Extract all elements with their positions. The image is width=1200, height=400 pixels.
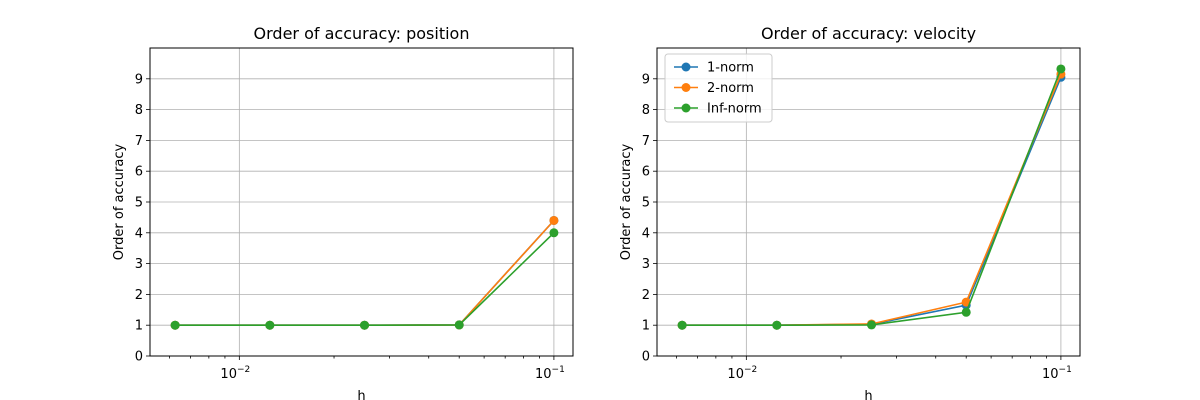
y-tick-label: 7: [642, 134, 650, 149]
x-tick-label-exponent: −1: [552, 365, 565, 375]
series-3: [677, 64, 1066, 330]
data-point: [1056, 64, 1066, 74]
data-point: [549, 228, 559, 238]
data-point: [265, 320, 275, 330]
y-tick-label: 4: [642, 226, 650, 241]
y-tick-label: 0: [642, 350, 650, 365]
y-axis-label: Order of accuracy: [619, 143, 634, 260]
y-tick-label: 7: [135, 134, 143, 149]
x-axis-label: h: [357, 389, 365, 400]
legend-swatch-marker: [681, 103, 691, 113]
legend-item: 1-norm: [674, 61, 754, 76]
y-tick-label: 2: [642, 288, 650, 303]
x-tick-label: 10−1: [535, 365, 565, 382]
data-point: [677, 320, 687, 330]
chart-title: Order of accuracy: velocity: [761, 24, 976, 43]
y-tick-label: 1: [135, 319, 143, 334]
y-tick-label: 6: [642, 165, 650, 180]
x-tick-label-base: 10: [727, 367, 744, 382]
legend-item: 2-norm: [674, 81, 754, 96]
series-3: [170, 228, 559, 330]
x-tick-label-base: 10: [1042, 367, 1059, 382]
data-point: [961, 307, 971, 317]
y-axis-label: Order of accuracy: [112, 143, 127, 260]
x-tick-label-exponent: −1: [1059, 365, 1072, 375]
data-point: [170, 320, 180, 330]
legend-label: Inf-norm: [707, 102, 762, 117]
x-tick-label-exponent: −2: [744, 365, 757, 375]
data-point: [549, 215, 559, 225]
y-tick-label: 5: [642, 196, 650, 211]
chart-title: Order of accuracy: position: [254, 24, 470, 43]
y-tick-label: 6: [135, 165, 143, 180]
y-tick-label: 4: [135, 226, 143, 241]
legend-item: Inf-norm: [674, 102, 762, 117]
y-tick-label: 3: [642, 257, 650, 272]
y-tick-label: 8: [642, 103, 650, 118]
data-point: [454, 320, 464, 330]
legend: 1-norm 2-norm Inf-norm: [664, 53, 773, 123]
legend-label: 2-norm: [707, 81, 754, 96]
y-tick-label: 5: [135, 196, 143, 211]
x-tick-label-base: 10: [220, 367, 237, 382]
axes-frame: [149, 47, 574, 357]
legend-label: 1-norm: [707, 61, 754, 76]
x-tick-label: 10−2: [220, 365, 250, 382]
y-tick-label: 9: [642, 72, 650, 87]
data-point: [867, 320, 877, 330]
y-tick-label: 9: [135, 72, 143, 87]
y-tick-label: 8: [135, 103, 143, 118]
series-line: [175, 232, 555, 327]
x-tick-label-exponent: −2: [237, 365, 250, 375]
x-tick-label-base: 10: [535, 367, 552, 382]
x-axis-label: h: [864, 389, 872, 400]
y-tick-label: 3: [135, 257, 143, 272]
axes-frame: [656, 47, 1081, 357]
data-point: [772, 320, 782, 330]
y-tick-label: 2: [135, 288, 143, 303]
legend-swatch-marker: [681, 83, 691, 92]
y-tick-label: 1: [642, 319, 650, 334]
data-point: [360, 320, 370, 330]
legend-box: [664, 53, 773, 123]
legend-swatch-marker: [681, 62, 691, 72]
series-line: [175, 219, 555, 327]
y-tick-label: 0: [135, 350, 143, 365]
series-line: [175, 219, 555, 327]
x-tick-label: 10−2: [727, 365, 757, 382]
x-tick-label: 10−1: [1042, 365, 1072, 382]
